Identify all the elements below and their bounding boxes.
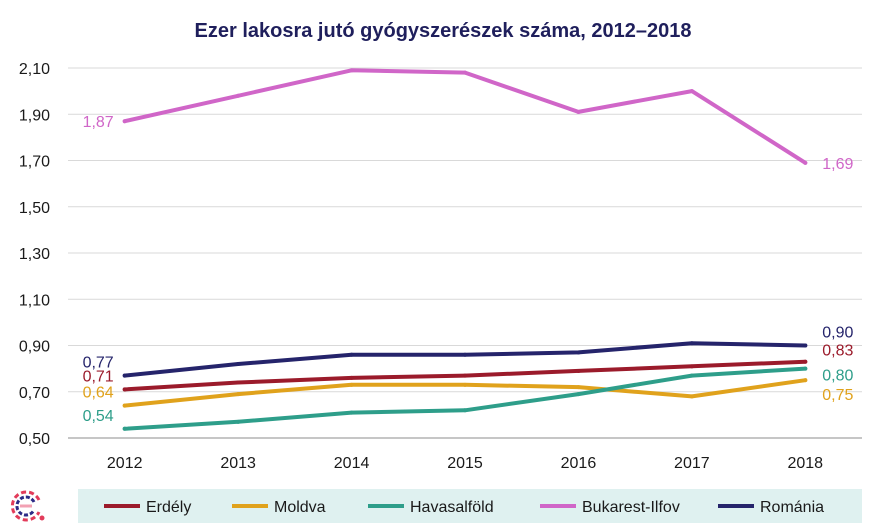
data-point xyxy=(576,368,581,373)
legend-label: Moldva xyxy=(274,499,326,516)
x-tick-label: 2013 xyxy=(220,455,256,472)
data-point xyxy=(463,382,467,387)
data-point xyxy=(803,160,808,165)
end-value-label: 0,80 xyxy=(822,368,853,385)
data-point xyxy=(349,382,354,387)
data-point xyxy=(576,109,581,114)
start-value-label: 0,77 xyxy=(83,355,114,372)
data-point xyxy=(689,341,694,346)
y-tick-label: 0,70 xyxy=(19,385,50,402)
data-point xyxy=(803,359,808,364)
data-point xyxy=(236,380,241,385)
series-line xyxy=(122,68,808,165)
legend-label: Erdély xyxy=(146,499,191,516)
data-point xyxy=(689,89,694,94)
logo-dot xyxy=(39,515,45,521)
data-point xyxy=(576,350,581,355)
end-value-label: 0,75 xyxy=(822,387,853,404)
data-point xyxy=(349,352,354,357)
start-value-label: 0,54 xyxy=(83,408,114,425)
data-labels: 0,71 0,83 0,64 0,75 0,54 0,80 1,87 1,69 0,77 0,90 xyxy=(83,114,854,425)
y-tick-label: 1,10 xyxy=(19,292,50,309)
data-point xyxy=(463,70,467,75)
data-point xyxy=(122,119,127,124)
data-point xyxy=(122,426,127,431)
series-lines xyxy=(122,68,808,431)
data-point xyxy=(689,394,694,399)
legend: Erdély Moldva Havasalföld Bukarest-Ilfov Rom… xyxy=(104,499,824,516)
data-point xyxy=(236,392,241,397)
x-tick-label: 2014 xyxy=(334,455,370,472)
end-value-label: 0,83 xyxy=(822,343,853,360)
data-point xyxy=(463,408,467,413)
y-tick-label: 1,30 xyxy=(19,246,50,263)
data-point xyxy=(236,419,241,424)
data-point xyxy=(803,343,808,348)
data-point xyxy=(122,387,127,392)
data-point xyxy=(803,366,808,371)
start-value-label: 0,71 xyxy=(83,368,114,385)
y-axis-ticks: 0,50 0,70 0,90 1,10 1,30 1,50 1,70 1,90 2,10 xyxy=(19,61,50,448)
legend-label: Románia xyxy=(760,499,824,516)
data-point xyxy=(349,375,354,380)
x-tick-label: 2016 xyxy=(561,455,597,472)
data-point xyxy=(803,378,808,383)
y-tick-label: 0,90 xyxy=(19,339,50,356)
y-tick-label: 1,50 xyxy=(19,200,50,217)
data-point xyxy=(122,373,127,378)
x-axis-ticks: 2012 2013 2014 2015 2016 2017 2018 xyxy=(107,455,823,472)
data-point xyxy=(576,385,581,390)
end-value-label: 0,90 xyxy=(822,325,853,342)
logo-arc-inner xyxy=(15,495,36,517)
end-value-label: 1,69 xyxy=(822,156,853,173)
logo-arc-outer xyxy=(10,490,41,522)
data-point xyxy=(576,392,581,397)
y-tick-label: 0,50 xyxy=(19,431,50,448)
data-point xyxy=(122,403,127,408)
data-point xyxy=(349,410,354,415)
legend-label: Havasalföld xyxy=(410,499,494,516)
y-tick-label: 1,90 xyxy=(19,107,50,124)
start-value-label: 0,64 xyxy=(83,385,114,402)
data-point xyxy=(349,68,354,73)
circular-e-logo-icon xyxy=(10,490,45,522)
x-tick-label: 2017 xyxy=(674,455,710,472)
data-point xyxy=(236,93,241,98)
series-line xyxy=(122,366,808,431)
series-line xyxy=(122,341,808,378)
y-tick-label: 1,70 xyxy=(19,154,50,171)
data-point xyxy=(689,364,694,369)
start-value-label: 1,87 xyxy=(83,114,114,131)
legend-label: Bukarest-Ilfov xyxy=(582,499,680,516)
data-point xyxy=(463,373,467,378)
x-tick-label: 2018 xyxy=(787,455,823,472)
x-tick-label: 2012 xyxy=(107,455,143,472)
gridlines xyxy=(68,67,862,393)
chart-title: Ezer lakosra jutó gyógyszerészek száma, … xyxy=(195,20,692,42)
x-tick-label: 2015 xyxy=(447,455,483,472)
y-tick-label: 2,10 xyxy=(19,61,50,78)
data-point xyxy=(236,362,241,366)
data-point xyxy=(463,352,467,357)
data-point xyxy=(689,373,694,378)
